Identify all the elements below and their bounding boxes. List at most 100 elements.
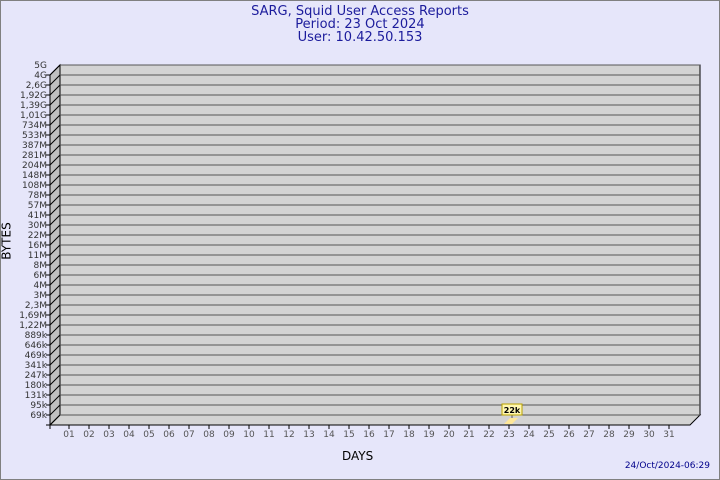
x-tick-label: 20 (443, 430, 455, 440)
y-tick-label: 108M (22, 181, 47, 191)
bar-day-23 (504, 418, 518, 424)
grid-line-side (49, 184, 61, 196)
plot-back-wall (59, 64, 701, 416)
y-tick-label: 281M (22, 151, 47, 161)
y-tick-label: 78M (28, 191, 47, 201)
x-tick-label: 16 (363, 430, 375, 440)
x-tick-label: 15 (343, 430, 354, 440)
y-tick-label: 1,69M (19, 311, 47, 321)
grid-line-side (49, 274, 61, 286)
grid-line-side (49, 374, 61, 386)
y-tick-label: 4M (34, 281, 48, 291)
grid-line-side (49, 244, 61, 256)
y-tick-label: 11M (28, 251, 47, 261)
x-tick-label: 05 (143, 430, 154, 440)
grid-line-side (49, 284, 61, 296)
x-tick-label: 02 (83, 430, 94, 440)
x-tick-label: 06 (163, 430, 175, 440)
y-tick-label: 8M (34, 261, 48, 271)
grid-line-side (49, 364, 61, 376)
y-tick-label: 533M (22, 131, 47, 141)
y-axis-label: BYTES (0, 222, 14, 260)
chart-period: Period: 23 Oct 2024 (295, 17, 425, 32)
grid-line-side (49, 234, 61, 246)
x-tick-label: 14 (323, 430, 335, 440)
grid-line-side (49, 304, 61, 316)
y-tick-label: 95k (30, 401, 47, 411)
grid-line-side (49, 394, 61, 406)
grid-line-side (49, 74, 61, 86)
grid-line-side (49, 64, 61, 76)
y-tick-label: 247k (25, 371, 48, 381)
grid-line-side (49, 264, 61, 276)
x-tick-label: 18 (403, 430, 415, 440)
plot-left-wall (49, 63, 61, 427)
plot-floor (48, 414, 702, 426)
y-tick-label: 41M (28, 211, 47, 221)
grid-line-side (49, 224, 61, 236)
grid-line-side (49, 404, 61, 416)
x-tick-label: 21 (463, 430, 474, 440)
grid-line-side (49, 154, 61, 166)
grid-line-side (49, 94, 61, 106)
data-label-box (501, 403, 523, 416)
y-tick-label: 5G (34, 61, 47, 71)
grid-line-side (49, 354, 61, 366)
grid-line-side (49, 414, 61, 426)
y-tick-label: 22M (28, 231, 47, 241)
y-tick-label: 204M (22, 161, 47, 171)
x-tick-label: 08 (203, 430, 215, 440)
grid-line-side (49, 124, 61, 136)
x-tick-label: 31 (663, 430, 674, 440)
y-tick-label: 131k (25, 391, 48, 401)
y-tick-label: 1,22M (19, 321, 47, 331)
x-tick-label: 19 (423, 430, 435, 440)
y-tick-label: 6M (34, 271, 48, 281)
y-tick-label: 646k (25, 341, 48, 351)
grid-line-side (49, 294, 61, 306)
x-tick-label: 29 (623, 430, 635, 440)
chart-user: User: 10.42.50.153 (297, 30, 423, 45)
y-tick-label: 2,6G (26, 81, 47, 91)
grid-line-side (49, 174, 61, 186)
grid-line-side (49, 134, 61, 146)
x-tick-label: 27 (583, 430, 594, 440)
grid-line-side (49, 164, 61, 176)
grid-line-side (49, 214, 61, 226)
grid-line-side (49, 104, 61, 116)
y-tick-label: 341k (25, 361, 48, 371)
x-tick-label: 24 (523, 430, 535, 440)
chart-title: SARG, Squid User Access Reports (251, 4, 469, 19)
x-tick-label: 04 (123, 430, 135, 440)
x-tick-label: 30 (643, 430, 655, 440)
x-tick-label: 10 (243, 430, 255, 440)
y-tick-label: 1,92G (20, 91, 47, 101)
grid-line-side (49, 324, 61, 336)
grid-line-side (49, 84, 61, 96)
x-tick-label: 03 (103, 430, 114, 440)
x-tick-label: 25 (543, 430, 554, 440)
data-label: 22k (504, 406, 521, 415)
x-tick-label: 23 (503, 430, 514, 440)
grid-line-side (49, 334, 61, 346)
y-tick-label: 16M (28, 241, 47, 251)
y-tick-label: 69k (30, 411, 47, 421)
y-tick-label: 469k (25, 351, 48, 361)
grid-line-side (49, 314, 61, 326)
x-tick-label: 17 (383, 430, 394, 440)
x-tick-label: 01 (63, 430, 74, 440)
x-tick-label: 28 (603, 430, 615, 440)
y-tick-label: 1,39G (20, 101, 47, 111)
grid-line-side (49, 204, 61, 216)
x-tick-label: 11 (263, 430, 274, 440)
x-tick-label: 13 (303, 430, 314, 440)
y-tick-label: 1,01G (20, 111, 47, 121)
y-tick-label: 3M (34, 291, 48, 301)
grid-line-side (49, 114, 61, 126)
timestamp: 24/Oct/2024-06:29 (624, 461, 710, 471)
grid-line-side (49, 254, 61, 266)
grid-line-side (49, 344, 61, 356)
grid-line-side (49, 194, 61, 206)
y-tick-label: 57M (28, 201, 47, 211)
y-tick-label: 889k (25, 331, 48, 341)
